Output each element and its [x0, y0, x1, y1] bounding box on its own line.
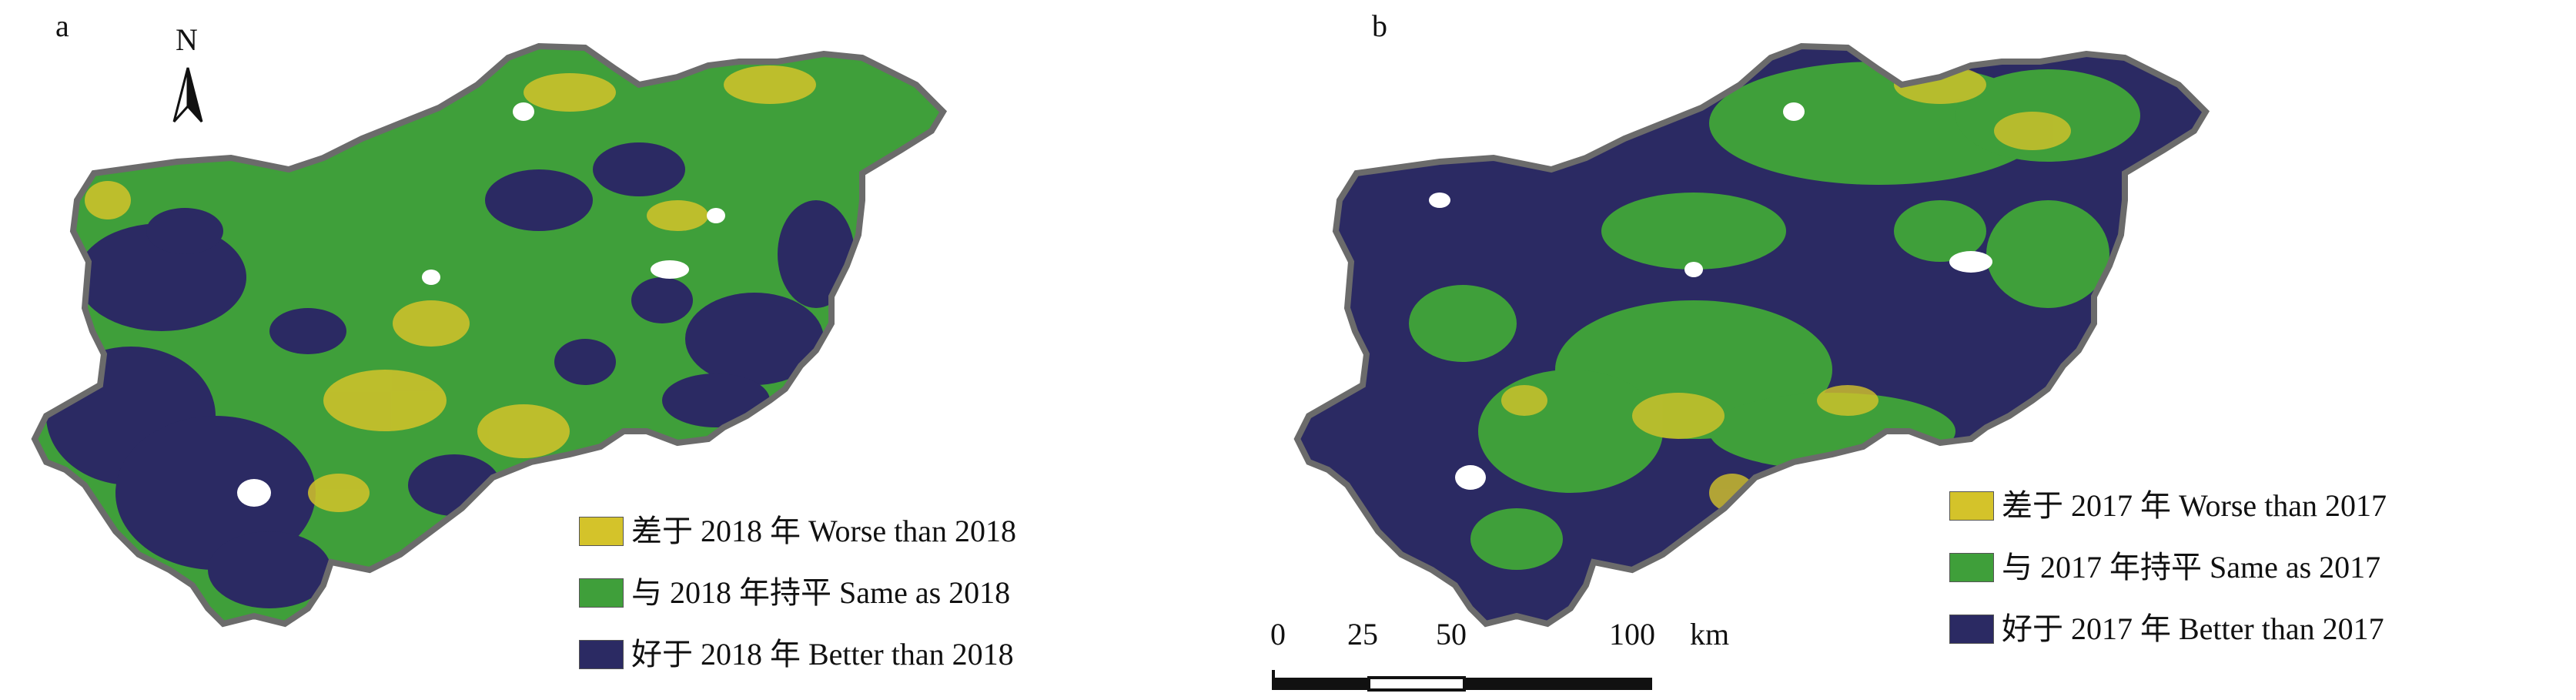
north-arrow-icon — [172, 67, 203, 123]
north-arrow: N — [168, 22, 208, 123]
legend-b: 差于 2017 年 Worse than 2017 与 2017 年持平 Sam… — [1949, 475, 2387, 660]
map-b-boundary — [1293, 42, 2210, 628]
map-panel-b — [1293, 42, 2210, 628]
legend-item: 与 2017 年持平 Same as 2017 — [1949, 537, 2387, 598]
map-panel-a — [31, 42, 948, 628]
map-a-boundary — [31, 42, 948, 628]
scale-unit: km — [1690, 617, 1730, 651]
north-label: N — [176, 22, 198, 57]
legend-swatch-same — [1949, 553, 1994, 582]
legend-a: 差于 2018 年 Worse than 2018 与 2018 年持平 Sam… — [579, 501, 1016, 685]
legend-swatch-same — [579, 578, 624, 608]
legend-item: 好于 2017 年 Better than 2017 — [1949, 598, 2387, 660]
scale-tick-100: 100 — [1609, 617, 1655, 651]
legend-label: 与 2017 年持平 Same as 2017 — [2002, 550, 2381, 584]
legend-swatch-worse — [579, 517, 624, 546]
legend-item: 好于 2018 年 Better than 2018 — [579, 624, 1016, 685]
panel-label-a: a — [55, 8, 69, 43]
scale-tick-0: 0 — [1270, 617, 1286, 651]
legend-label: 差于 2018 年 Worse than 2018 — [631, 514, 1017, 548]
legend-label: 好于 2017 年 Better than 2017 — [2002, 611, 2384, 646]
scale-tick-50: 50 — [1436, 617, 1467, 651]
scale-bar-graphic — [1272, 670, 1652, 692]
legend-swatch-worse — [1949, 491, 1994, 521]
scale-tick-25: 25 — [1347, 617, 1378, 651]
legend-label: 差于 2017 年 Worse than 2017 — [2002, 488, 2387, 523]
legend-swatch-better — [1949, 615, 1994, 644]
legend-item: 差于 2017 年 Worse than 2017 — [1949, 475, 2387, 537]
panel-label-b: b — [1372, 8, 1387, 43]
legend-label: 与 2018 年持平 Same as 2018 — [631, 575, 1011, 610]
legend-item: 差于 2018 年 Worse than 2018 — [579, 501, 1016, 562]
legend-label: 好于 2018 年 Better than 2018 — [631, 637, 1014, 672]
legend-swatch-better — [579, 640, 624, 669]
scale-bar: 0 25 50 100 km — [1270, 616, 1732, 700]
legend-item: 与 2018 年持平 Same as 2018 — [579, 562, 1016, 624]
